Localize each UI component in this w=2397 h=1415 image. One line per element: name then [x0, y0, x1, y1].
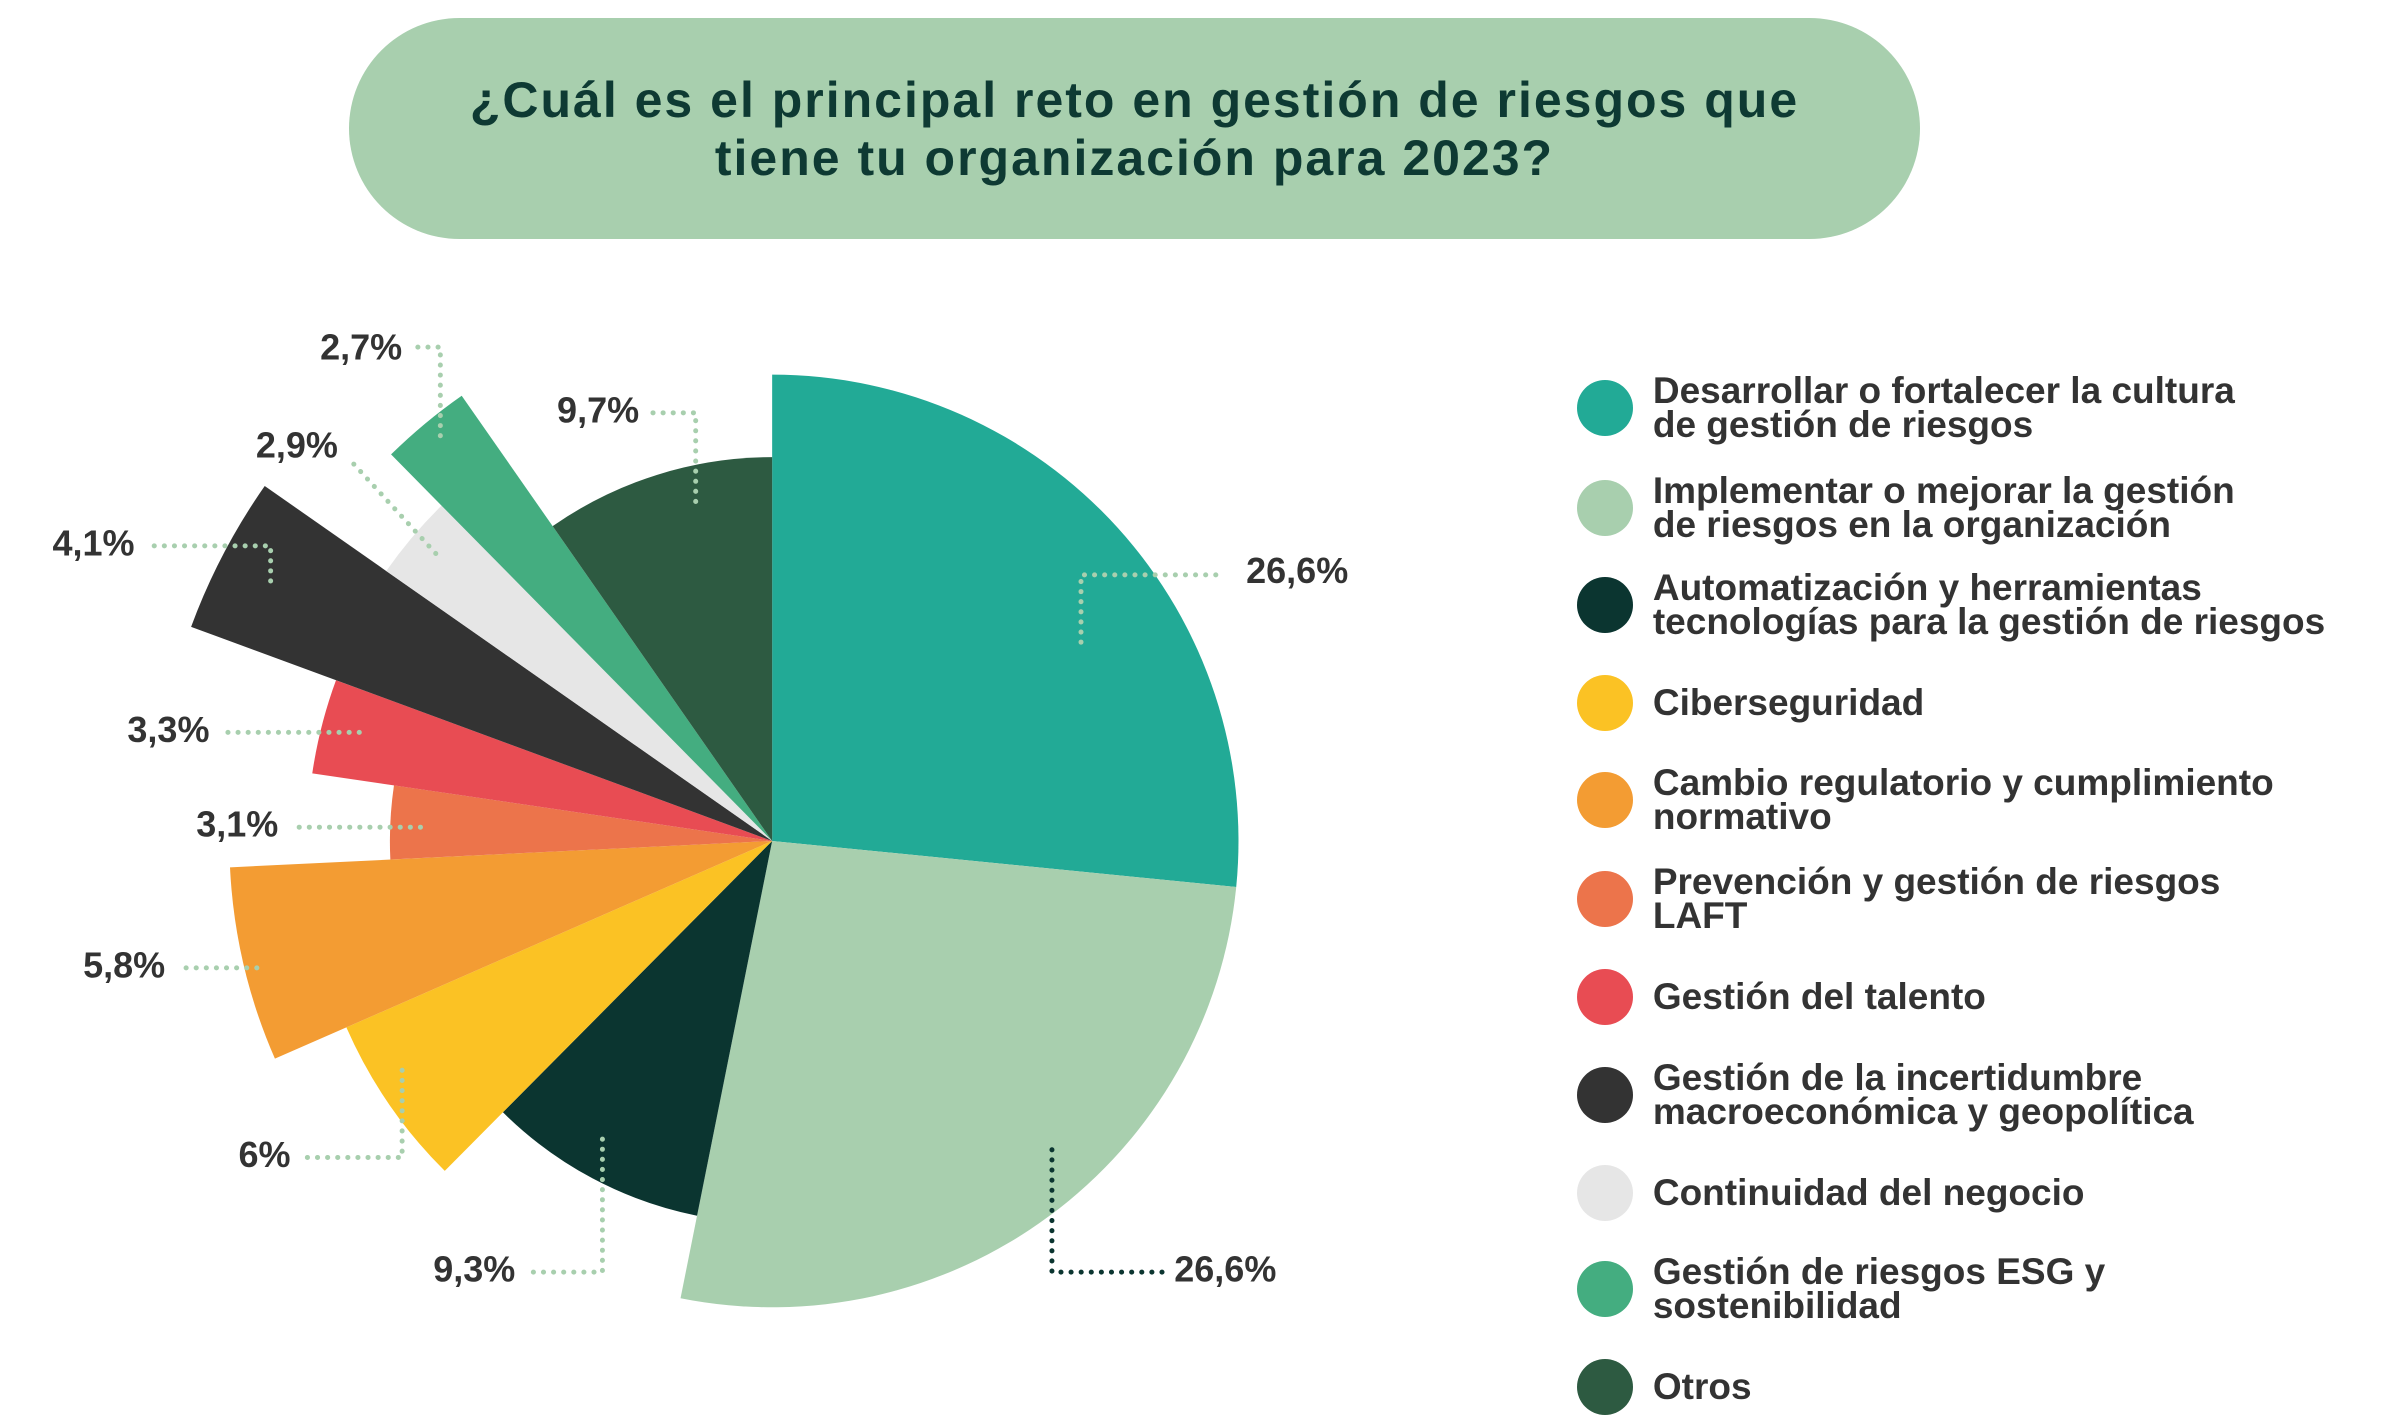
- legend-swatch: [1577, 871, 1634, 928]
- leader-line: [1049, 1147, 1165, 1275]
- value-label: 4,1%: [52, 522, 134, 563]
- pie-slice: [191, 485, 773, 841]
- value-label: 3,3%: [127, 709, 209, 750]
- pie-slice: [346, 840, 773, 1171]
- legend-swatch: [1577, 479, 1634, 536]
- chart-title: ¿Cuál es el principal reto en gestión de…: [469, 71, 1800, 186]
- leader-line: [410, 344, 443, 439]
- legend-label: Gestión del talento: [1652, 975, 1986, 1017]
- legend-label: Automatización y herramientas tecnología…: [1652, 567, 2326, 643]
- legend-label: Ciberseguridad: [1652, 682, 1925, 724]
- pie-slice: [312, 680, 773, 841]
- pie-slice: [391, 395, 773, 841]
- pie-slice: [389, 785, 773, 860]
- legend-swatch: [1577, 771, 1634, 828]
- legend-swatch: [1577, 1066, 1634, 1123]
- legend-swatch: [1577, 675, 1634, 732]
- legend-swatch: [1577, 968, 1634, 1025]
- title-banner: ¿Cuál es el principal reto en gestión de…: [349, 18, 1920, 239]
- legend-swatch: [1577, 577, 1634, 634]
- leader-line: [300, 1067, 405, 1160]
- leader-line: [525, 1136, 605, 1275]
- pie-slice: [502, 840, 773, 1216]
- legend-label: Continuidad del negocio: [1652, 1171, 2085, 1213]
- pie-slice: [772, 374, 1239, 887]
- pie-slice: [386, 505, 773, 841]
- value-label: 6%: [238, 1134, 290, 1175]
- value-label: 26,6%: [1174, 1249, 1276, 1290]
- value-label: 2,7%: [320, 327, 402, 368]
- leader-line: [1078, 572, 1226, 645]
- value-label: 9,3%: [433, 1249, 515, 1290]
- legend-label: Prevención y gestión de riesgos LAFT: [1652, 861, 2221, 937]
- value-label: 2,9%: [256, 425, 338, 466]
- value-label: 5,8%: [83, 944, 165, 985]
- legend-label: Desarrollar o fortalecer la cultura de g…: [1652, 370, 2235, 446]
- legend-swatch: [1577, 1358, 1634, 1415]
- legend-swatch: [1577, 380, 1634, 437]
- legend-label: Implementar o mejorar la gestión de ries…: [1652, 469, 2235, 545]
- legend-label: Gestión de la incertidumbre macroeconómi…: [1652, 1056, 2194, 1132]
- legend-swatch: [1577, 1164, 1634, 1221]
- leader-line: [147, 543, 274, 584]
- legend-label: Otros: [1652, 1365, 1752, 1407]
- value-label: 9,7%: [557, 389, 639, 430]
- leader-line: [349, 459, 439, 556]
- leader-line: [647, 410, 699, 505]
- pie-slice: [552, 457, 773, 841]
- value-label: 26,6%: [1246, 550, 1348, 591]
- value-label: 3,1%: [196, 804, 278, 845]
- pie-slice: [680, 840, 1237, 1308]
- pie-slice: [229, 840, 773, 1059]
- legend-label: Gestión de riesgos ESG y sostenibilidad: [1652, 1250, 2106, 1326]
- legend-label: Cambio regulatorio y cumplimiento normat…: [1652, 761, 2274, 837]
- legend-swatch: [1577, 1260, 1634, 1317]
